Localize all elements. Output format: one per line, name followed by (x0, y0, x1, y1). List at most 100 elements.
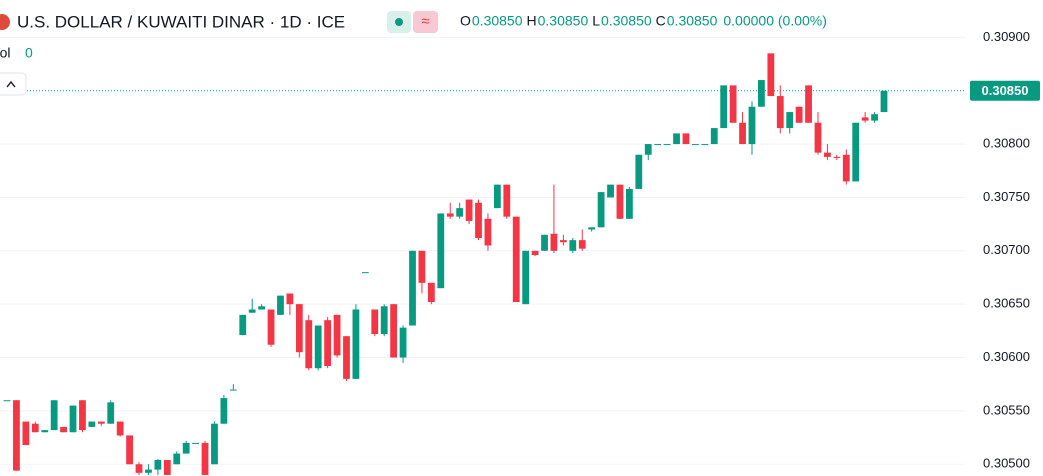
candle-body (720, 85, 728, 129)
delayed-badge[interactable] (413, 11, 438, 33)
candle-body (361, 272, 369, 274)
candle-body (682, 133, 690, 145)
candle-body (833, 156, 841, 158)
candle-body (644, 144, 652, 155)
candle-body (427, 282, 435, 303)
candle-body (229, 389, 237, 391)
y-tick-label: 0.30900 (983, 29, 1030, 44)
candle-body (22, 421, 30, 446)
candle-body (701, 144, 709, 146)
candle-body (663, 144, 671, 146)
change: 0.00000 (0.00%) (723, 13, 827, 29)
candle-body (776, 96, 784, 129)
candle-body (692, 144, 699, 146)
candle-body (729, 85, 737, 123)
candle-body (69, 405, 77, 433)
candle-body (588, 227, 596, 230)
last-price-label: 0.30850 (982, 83, 1029, 98)
candle-body (739, 122, 746, 145)
candle-body (493, 184, 501, 209)
candle-body (371, 309, 379, 335)
candle-body (437, 213, 445, 289)
candle-body (390, 304, 398, 358)
candle-body (126, 435, 133, 465)
candle-body (50, 400, 58, 431)
candles (3, 53, 888, 475)
y-tick-label: 0.30500 (983, 456, 1030, 471)
candle-body (465, 199, 473, 221)
ohlc-key: O (460, 13, 471, 29)
candle-body (559, 240, 567, 243)
candle-body (182, 442, 190, 454)
candle-body (597, 192, 605, 228)
candle-body (654, 144, 662, 146)
candle-body (814, 122, 822, 153)
candle-body (607, 184, 614, 198)
candle-body (173, 453, 181, 465)
candle-body (446, 213, 454, 217)
candle-body (522, 250, 530, 305)
candle-body (418, 250, 426, 283)
candle-body (3, 400, 11, 402)
candle-body (79, 400, 86, 431)
y-tick-label: 0.30800 (983, 136, 1030, 151)
candle-body (343, 336, 350, 379)
candle-body (295, 304, 303, 353)
candle-body (154, 459, 162, 470)
candle-body (41, 430, 49, 433)
candle-body (305, 320, 313, 369)
candle-body (31, 423, 39, 433)
candle-body (673, 133, 680, 145)
candle-body (748, 106, 756, 145)
candle-body (220, 398, 228, 424)
candle-body (107, 402, 115, 424)
candle-body (192, 442, 199, 444)
candle-body (13, 400, 20, 471)
y-tick-label: 0.30700 (983, 242, 1030, 257)
candle-body (710, 128, 718, 145)
volume-value: 0 (25, 45, 33, 61)
candle-body (352, 309, 360, 379)
last-price-tag (970, 80, 1040, 101)
candle-body (625, 188, 633, 219)
candle-body (399, 327, 407, 358)
ohlc-key: H (527, 13, 537, 29)
candle-body (456, 208, 464, 217)
ohlc-value: 0.30850 (667, 13, 718, 29)
grid: 0.30500 0.30550 0.30600 0.30650 0.30700 0.307… (0, 29, 1030, 471)
candle-body (88, 421, 96, 427)
ohlc-key: C (656, 13, 666, 29)
delayed-icon: ≈ (421, 13, 429, 30)
candle-body (286, 293, 294, 305)
candle-body (116, 421, 124, 436)
ohlc-value: 0.30850 (538, 13, 589, 29)
candle-body (211, 423, 218, 465)
candle-body (805, 85, 812, 123)
candle-body (795, 106, 803, 123)
candle-body (852, 122, 860, 182)
candle-body (145, 469, 152, 473)
candle-body (616, 184, 624, 219)
candle-body (786, 112, 794, 129)
candle-body (258, 306, 266, 310)
candle-body (635, 154, 643, 189)
candle-body (277, 295, 284, 315)
candle-body (512, 216, 520, 303)
collapse-icon (6, 80, 16, 88)
candle-body (135, 464, 143, 473)
y-tick-label: 0.30600 (983, 349, 1030, 364)
y-tick-label: 0.30650 (983, 296, 1030, 311)
candle-body (163, 459, 171, 475)
volume-label: Vol (0, 45, 10, 61)
candle-body (871, 114, 878, 121)
ohlc-value: 0.30850 (601, 13, 652, 29)
candle-body (201, 442, 209, 475)
candle-body (248, 309, 256, 313)
candle-body (531, 250, 539, 256)
candle-body (314, 325, 322, 369)
overlay: U.S. DOLLAR / KUWAITI DINAR · 1D · ICE ≈… (0, 11, 1040, 101)
candle-body (550, 233, 558, 251)
candle-body (767, 53, 775, 97)
